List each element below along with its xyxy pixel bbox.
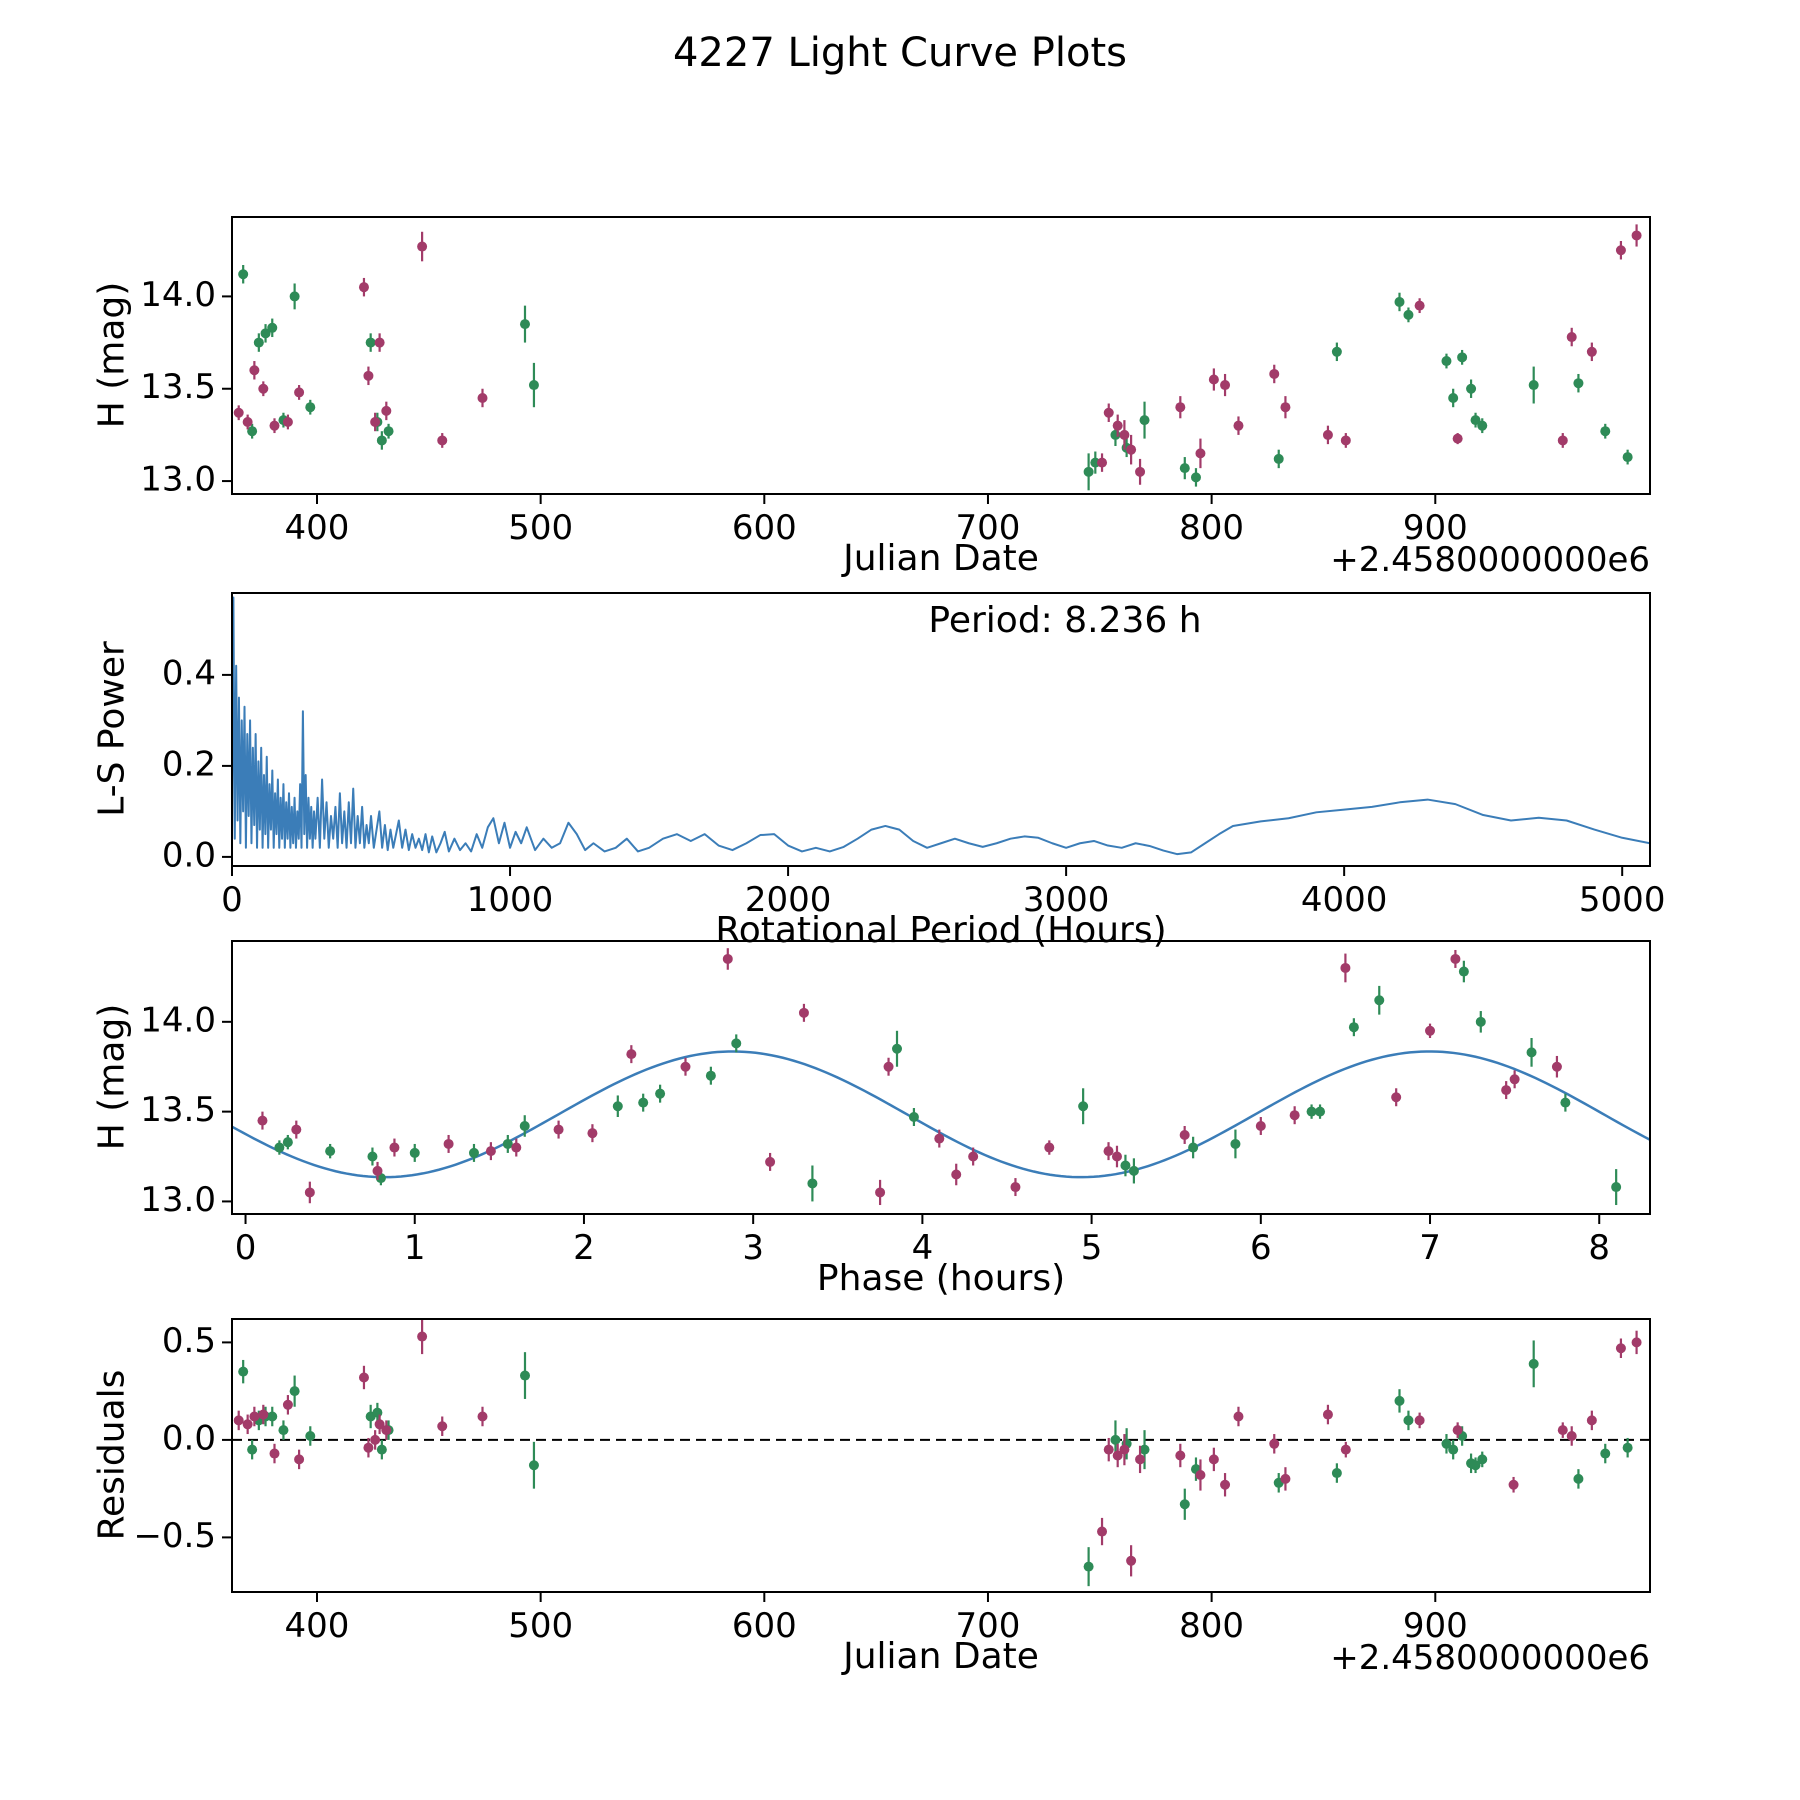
y-tick-label: 0.4: [162, 653, 216, 693]
x-tick-label: 600: [732, 1606, 797, 1646]
axis-label-h-mag-phase: H (mag): [91, 1003, 133, 1151]
y-tick-label: 0.0: [162, 835, 216, 875]
axis-label-phase-hours: Phase (hours): [816, 1258, 1066, 1299]
x-tick-label: 7: [1419, 1228, 1441, 1268]
panel-content: [232, 1319, 1650, 1587]
y-tick-label: 0.5: [162, 1321, 216, 1361]
panel-content: [232, 948, 1650, 1206]
x-tick-label: 0: [235, 1228, 257, 1268]
y-tick-label: 0.2: [162, 744, 216, 784]
x-tick-label: 5: [1081, 1228, 1103, 1268]
x-tick-label: 2: [573, 1228, 595, 1268]
x-tick-label: 3000: [1023, 880, 1110, 920]
y-tick-label: 13.5: [140, 367, 216, 407]
x-tick-label: 400: [285, 508, 350, 548]
panel-residuals: 400 500 600 700 800 900 −0.5 0.0 0.5: [133, 1318, 1651, 1646]
panel-light-curve: 400 500 600 700 800 900 13.0 13.5 14.0: [140, 216, 1651, 548]
axes-frame: [231, 592, 1651, 867]
y-tick-label: 13.0: [140, 460, 216, 500]
axes-frame: [231, 216, 1651, 495]
x-tick-label: 400: [285, 1606, 350, 1646]
x-tick-label: 900: [1403, 1606, 1468, 1646]
x-tick-label: 700: [956, 508, 1021, 548]
y-tick-label: 13.0: [140, 1180, 216, 1220]
axis-label-h-mag-lightcurve: H (mag): [91, 281, 133, 429]
panel-content: [233, 224, 1642, 491]
figure-title: 4227 Light Curve Plots: [672, 30, 1127, 76]
x-offset-label-bottom: +2.4580000000e6: [1330, 1638, 1650, 1678]
x-tick-label: 4000: [1301, 880, 1388, 920]
x-tick-label: 900: [1403, 508, 1468, 548]
scatter-series-dataset-a: [238, 265, 1633, 491]
y-tick-label: 13.5: [140, 1090, 216, 1130]
x-tick-label: 6: [1250, 1228, 1272, 1268]
x-tick-label: 600: [732, 508, 797, 548]
y-tick-label: 14.0: [140, 275, 216, 315]
axis-label-julian-date-top: Julian Date: [843, 538, 1039, 579]
scatter-series-dataset-a: [274, 960, 1622, 1206]
panel-periodogram: 0 1000 2000 3000 4000 5000 0.0 0.2 0.4: [162, 592, 1666, 920]
period-annotation: Period: 8.236 h: [928, 600, 1202, 641]
x-tick-label: 500: [508, 508, 573, 548]
scatter-series-dataset-b: [233, 224, 1642, 485]
axis-label-julian-date-bottom: Julian Date: [843, 1636, 1039, 1677]
scatter-series-dataset-b: [257, 948, 1562, 1206]
x-tick-label: 5000: [1579, 880, 1666, 920]
scatter-series-dataset-a: [238, 1340, 1633, 1587]
x-tick-label: 8: [1588, 1228, 1610, 1268]
x-tick-label: 500: [508, 1606, 573, 1646]
axes-frame: [231, 1318, 1651, 1593]
x-tick-label: 0: [221, 880, 243, 920]
x-tick-label: 4: [912, 1228, 934, 1268]
x-offset-label-top: +2.4580000000e6: [1330, 540, 1650, 580]
x-tick-label: 700: [956, 1606, 1021, 1646]
line-series-ls-power: [232, 596, 1650, 856]
axis-label-ls-power: L-S Power: [91, 641, 133, 817]
panel-phase: 0 1 2 3 4 5 6 7 8 13.0 13.5 14.0: [140, 940, 1651, 1268]
x-tick-label: 2000: [745, 880, 832, 920]
sinusoid-fit-curve: [232, 1050, 1650, 1179]
axis-label-rotational-period: Rotational Period (Hours): [715, 910, 1167, 951]
x-tick-label: 1000: [467, 880, 554, 920]
panel-content: [232, 596, 1650, 856]
x-tick-label: 800: [1179, 508, 1244, 548]
axes-frame: [231, 940, 1651, 1215]
y-tick-label: 0.0: [162, 1418, 216, 1458]
scatter-series-dataset-b: [233, 1319, 1642, 1577]
x-tick-label: 3: [742, 1228, 764, 1268]
x-tick-label: 800: [1179, 1606, 1244, 1646]
x-tick-label: 1: [404, 1228, 426, 1268]
y-tick-label: 14.0: [140, 1000, 216, 1040]
axis-label-residuals: Residuals: [91, 1369, 133, 1541]
y-tick-label: −0.5: [133, 1516, 216, 1556]
